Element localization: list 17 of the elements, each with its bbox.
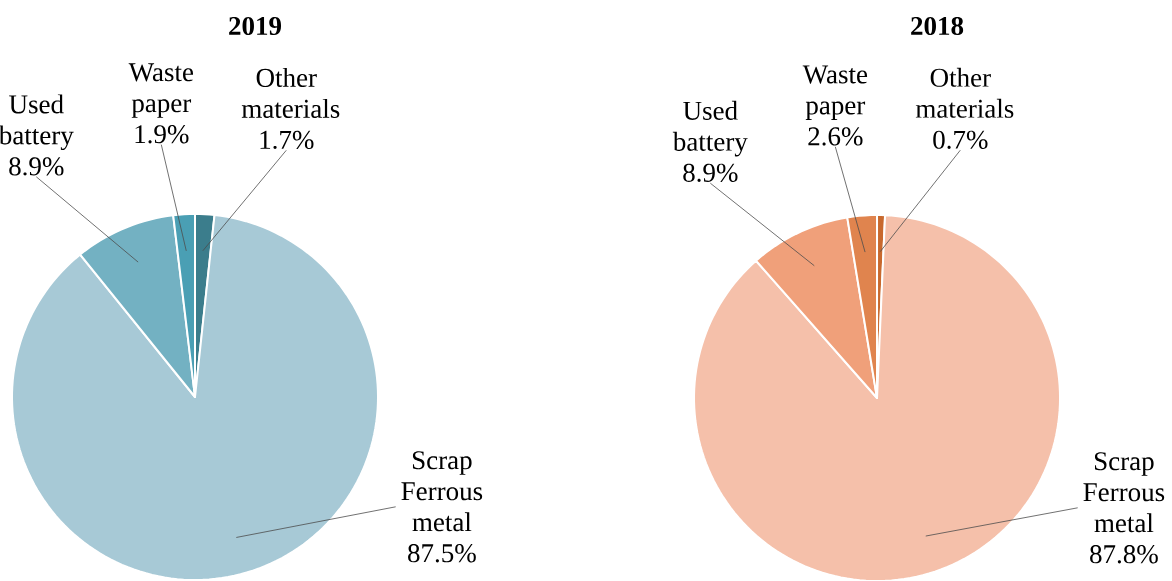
chart-title: 2018 (911, 16, 964, 36)
data-label: 87.5% (408, 544, 476, 563)
slice-label: Other materials (241, 67, 340, 118)
data-label: 8.9% (683, 163, 738, 182)
data-label: 87.8% (1090, 545, 1158, 564)
data-label: 2.6% (808, 127, 863, 146)
slice-label: Other materials (915, 67, 1014, 118)
data-label: 0.7% (933, 130, 988, 149)
data-label: 1.7% (260, 130, 314, 150)
data-label: 8.9% (9, 157, 64, 176)
chart-title: 2019 (229, 16, 282, 36)
slice-label: Scrap Ferrous metal (1083, 452, 1165, 533)
slice-label: Waste paper (128, 63, 194, 118)
slice-label: Waste paper (802, 65, 868, 120)
slice-label: Scrap Ferrous metal (401, 451, 483, 532)
slice-label: Used battery (672, 100, 748, 157)
data-label: 1.9% (135, 125, 189, 144)
